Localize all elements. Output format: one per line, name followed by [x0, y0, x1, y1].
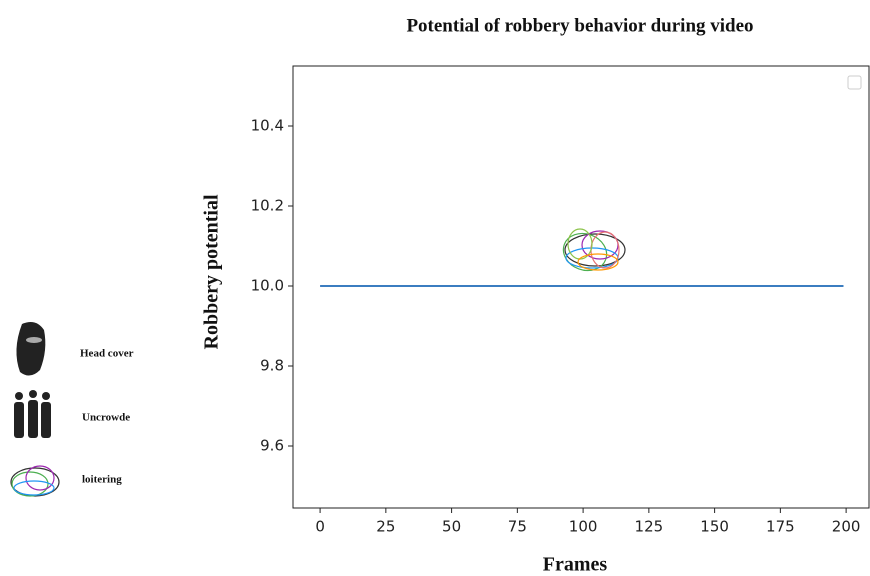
side-legend-label: Head cover [80, 348, 134, 360]
x-tick-label: 25 [376, 518, 395, 536]
side-legend-label: Uncrowde [82, 412, 130, 424]
chart-title: Potential of robbery behavior during vid… [406, 15, 753, 36]
head-cover-icon [16, 322, 46, 376]
y-tick-label: 10.0 [251, 277, 284, 295]
x-tick-label: 50 [442, 518, 461, 536]
y-tick-label: 10.4 [251, 117, 284, 135]
x-tick-label: 150 [700, 518, 729, 536]
x-tick-label: 0 [315, 518, 325, 536]
uncrowded-icon [14, 390, 51, 438]
y-tick-label: 10.2 [251, 197, 284, 215]
legend-box [847, 75, 862, 90]
x-axis-label: Frames [543, 554, 608, 576]
x-tick-label: 200 [832, 518, 861, 536]
loitering-icon [10, 465, 60, 497]
x-tick-label: 175 [766, 518, 795, 536]
side-legend-label: loitering [82, 474, 122, 486]
x-tick-label: 75 [508, 518, 527, 536]
x-tick-label: 125 [635, 518, 664, 536]
y-axis-label: Robbery potential [201, 194, 223, 349]
x-tick-label: 100 [569, 518, 598, 536]
y-tick-label: 9.6 [260, 437, 284, 455]
y-tick-label: 9.8 [260, 357, 284, 375]
loitering-image [562, 228, 626, 272]
plot-frame [292, 65, 870, 509]
